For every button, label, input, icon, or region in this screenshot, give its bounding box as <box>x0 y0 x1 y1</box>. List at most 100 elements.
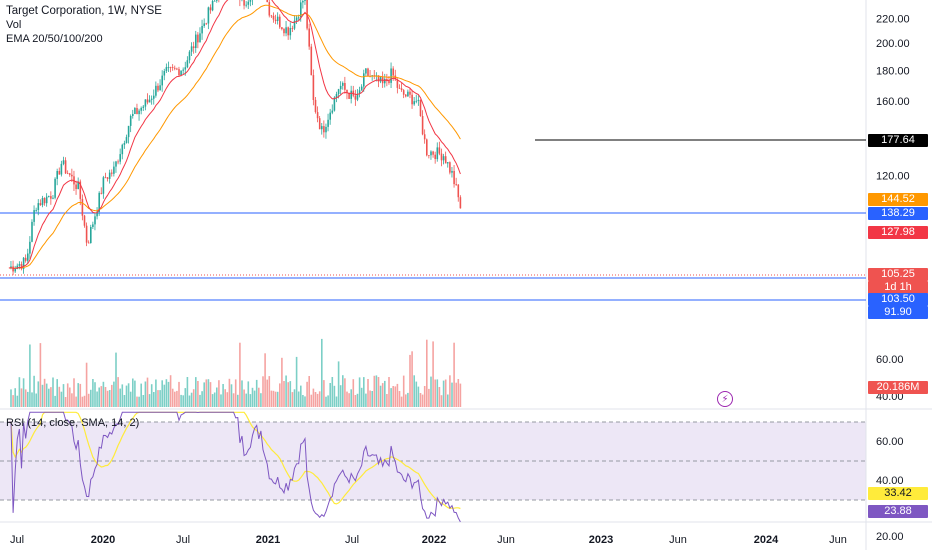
volume-bar <box>228 378 231 407</box>
volume-bar <box>129 391 132 407</box>
candle-body <box>125 137 128 143</box>
lightning-icon[interactable]: ⚡ <box>717 391 733 407</box>
candle-body <box>18 264 21 266</box>
volume-bar <box>146 377 149 407</box>
volume-bar <box>211 394 214 407</box>
candle-body <box>188 51 191 61</box>
volume-bar <box>50 387 52 407</box>
candle-body <box>417 99 420 101</box>
volume-bar <box>125 385 128 407</box>
volume-bar <box>127 383 130 407</box>
volume-bar <box>64 397 67 407</box>
rsi-axis[interactable]: 60.00 40.00 20.00 <box>876 436 904 543</box>
candle-body <box>165 67 168 71</box>
time-axis-label: Jul <box>345 534 359 546</box>
candle-body <box>407 91 409 97</box>
candle-body <box>190 46 193 52</box>
candle-body <box>192 46 195 48</box>
candle-body <box>94 216 96 225</box>
candle-body <box>41 198 44 206</box>
candle-body <box>104 177 107 179</box>
volume-bar <box>96 391 98 407</box>
candle-body <box>33 210 35 222</box>
volume-bar <box>136 396 138 407</box>
candle-body <box>201 26 203 34</box>
candle-body <box>415 100 418 102</box>
volume-bar <box>421 394 424 407</box>
candle-body <box>308 28 310 47</box>
candle-body <box>207 7 210 24</box>
candle-body <box>400 88 403 90</box>
candle-body <box>60 163 63 175</box>
volume-bar <box>123 395 126 407</box>
volume-bar <box>77 383 79 407</box>
volume-bar <box>134 380 136 407</box>
rsi-sma-badge: 33.42 <box>868 487 928 500</box>
volume-bar <box>106 390 109 407</box>
volume-bar <box>291 392 294 407</box>
ema-legend[interactable]: EMA 20/50/100/200 <box>6 33 103 45</box>
volume-bar <box>209 382 212 407</box>
volume-bar <box>440 395 443 407</box>
price-tick-label: 120.00 <box>876 171 910 183</box>
volume-bar <box>356 393 359 407</box>
volume-bar <box>346 391 348 407</box>
volume-bar <box>222 384 224 407</box>
candle-body <box>12 266 14 272</box>
volume-bar <box>428 388 430 407</box>
candle-body <box>142 106 145 108</box>
candle-body <box>421 116 424 135</box>
volume-bar <box>434 379 436 407</box>
volume-bar <box>360 387 363 407</box>
candle-body <box>66 173 69 175</box>
volume-bar <box>56 379 58 407</box>
volume-bar <box>394 386 397 407</box>
volume-bar <box>87 393 90 407</box>
volume-bar <box>176 390 178 407</box>
symbol-title[interactable]: Target Corporation, 1W, NYSE <box>6 5 162 17</box>
volume-bar <box>423 386 426 407</box>
volume-bar <box>169 375 172 407</box>
level-badge-91: 91.90 <box>868 306 928 319</box>
volume-bar <box>239 342 241 407</box>
volume-bar <box>62 384 65 407</box>
candle-body <box>176 68 178 70</box>
candle-body <box>358 90 361 94</box>
volume-bar <box>163 384 166 407</box>
volume-bar <box>258 387 260 407</box>
candle-body <box>270 15 273 17</box>
time-axis-label: Jul <box>176 534 190 546</box>
candle-body <box>293 20 296 29</box>
candle-body <box>348 93 350 99</box>
candle-body <box>111 172 113 174</box>
candle-body <box>216 0 218 1</box>
candle-body <box>428 155 430 156</box>
time-axis[interactable]: Jul 2020 Jul 2021 Jul 2022 Jun 2023 Jun 2024 Jun <box>10 534 847 546</box>
volume-bar <box>333 385 336 407</box>
volume-bar <box>377 377 380 407</box>
volume-bar <box>381 383 384 407</box>
volume-bar <box>230 384 233 407</box>
rsi-legend[interactable]: RSI (14, close, SMA, 14, 2) <box>6 417 140 429</box>
volume-bar <box>304 396 306 407</box>
volume-bar <box>184 388 187 407</box>
volume-bar <box>22 378 25 407</box>
candle-body <box>388 81 390 83</box>
candle-body <box>132 114 134 116</box>
rsi-tick-label: 60.00 <box>876 436 904 448</box>
volume-bar <box>220 394 222 407</box>
volume-legend[interactable]: Vol <box>6 19 22 31</box>
volume-bar <box>232 393 235 407</box>
volume-bar <box>279 383 281 407</box>
candle-body <box>344 83 346 90</box>
volume-bar <box>438 387 441 407</box>
volume-badge: 20.186M <box>868 381 928 394</box>
volume-bar <box>207 379 210 407</box>
volume-bar <box>293 389 296 407</box>
level-badge-103: 103.50 <box>868 293 928 306</box>
candle-body <box>69 173 71 175</box>
volume-bar <box>253 390 256 407</box>
candle-body <box>430 151 432 156</box>
